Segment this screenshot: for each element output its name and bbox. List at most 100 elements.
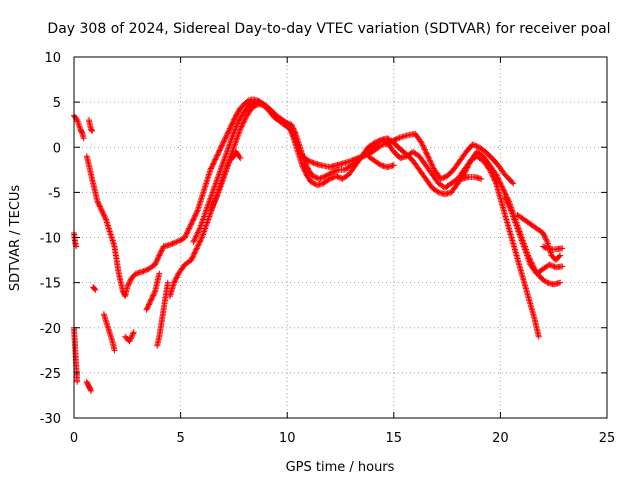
data-point-marker [208, 194, 214, 200]
grid-layer [74, 57, 607, 418]
series-track-f [90, 284, 98, 293]
data-point-marker [202, 210, 208, 216]
data-point-marker [218, 165, 224, 171]
data-point-marker [202, 212, 208, 218]
data-point-marker [231, 143, 237, 149]
chart-root: Day 308 of 2024, Sidereal Day-to-day VTE… [0, 0, 640, 480]
data-point-marker [211, 186, 217, 192]
data-point-marker [220, 161, 226, 167]
x-tick-label: 15 [386, 431, 403, 446]
y-tick-label: -25 [40, 367, 61, 382]
series-track-i [101, 311, 118, 353]
marks-layer [71, 96, 565, 394]
y-tick-label: 0 [53, 141, 61, 156]
data-point-marker [165, 280, 171, 286]
data-point-marker [235, 132, 241, 138]
data-point-marker [221, 156, 227, 162]
series-track-o [365, 153, 397, 170]
data-point-marker [536, 334, 542, 340]
x-axis-label: GPS time / hours [286, 460, 395, 475]
series-track-a [71, 113, 87, 142]
data-point-marker [198, 221, 204, 227]
series-track-m [190, 99, 541, 340]
data-point-marker [234, 135, 240, 141]
x-tick-label: 20 [492, 431, 509, 446]
data-point-marker [215, 173, 221, 179]
data-point-marker [202, 225, 208, 231]
plot-frame [74, 57, 607, 418]
y-tick-label: 5 [53, 96, 61, 111]
data-point-marker [234, 137, 240, 143]
data-point-marker [200, 216, 206, 222]
data-point-marker [204, 221, 210, 227]
data-point-marker [199, 219, 205, 225]
y-tick-label: -10 [40, 232, 61, 247]
data-point-marker [210, 189, 216, 195]
data-point-marker [76, 122, 82, 128]
data-point-marker [209, 191, 215, 197]
data-point-marker [203, 222, 209, 228]
series-track-r [540, 244, 565, 253]
series-track-e [84, 379, 94, 394]
x-tick-label: 25 [599, 431, 616, 446]
data-point-marker [206, 213, 212, 219]
data-point-marker [213, 180, 219, 186]
data-point-marker [224, 149, 230, 155]
x-tick-label: 5 [176, 431, 184, 446]
series-track-c [71, 230, 79, 250]
data-point-marker [74, 379, 80, 385]
data-point-marker [218, 167, 224, 173]
data-point-marker [214, 177, 220, 183]
y-tick-label: 10 [44, 51, 61, 66]
data-point-marker [212, 183, 218, 189]
data-point-marker [226, 144, 232, 150]
data-point-marker [225, 146, 231, 152]
data-point-marker [204, 219, 210, 225]
y-tick-label: -15 [40, 277, 61, 292]
data-point-marker [203, 209, 209, 215]
series-track-d [71, 325, 80, 385]
data-point-marker [235, 134, 241, 140]
data-point-marker [209, 192, 215, 198]
data-point-marker [206, 215, 212, 221]
x-tick-label: 0 [70, 431, 78, 446]
data-point-marker [220, 159, 226, 165]
data-point-marker [213, 179, 219, 185]
data-point-marker [214, 176, 220, 182]
data-point-marker [210, 188, 216, 194]
data-point-marker [232, 140, 238, 146]
data-point-marker [227, 141, 233, 147]
data-point-marker [212, 182, 218, 188]
data-point-marker [112, 347, 118, 353]
data-point-marker [205, 218, 211, 224]
data-point-marker [203, 224, 209, 230]
data-point-marker [207, 212, 213, 218]
data-point-marker [225, 147, 231, 153]
data-point-marker [219, 164, 225, 170]
data-point-marker [201, 213, 207, 219]
chart-title: Day 308 of 2024, Sidereal Day-to-day VTE… [47, 21, 610, 37]
data-point-marker [202, 227, 208, 233]
data-point-marker [205, 216, 211, 222]
data-point-marker [222, 155, 228, 161]
y-axis-label: SDTVAR / TECUs [8, 185, 23, 292]
series-track-b [86, 117, 95, 134]
y-tick-label: -5 [48, 186, 61, 201]
data-point-marker [226, 143, 232, 149]
data-point-marker [223, 152, 229, 158]
data-point-marker [219, 162, 225, 168]
data-point-marker [232, 141, 238, 147]
data-point-marker [221, 158, 227, 164]
data-point-marker [199, 218, 205, 224]
data-point-marker [76, 123, 82, 129]
data-point-marker [223, 150, 229, 156]
data-point-marker [201, 215, 207, 221]
data-point-marker [216, 171, 222, 177]
series-track-g [84, 96, 516, 299]
data-point-marker [215, 174, 221, 180]
y-tick-label: -30 [40, 412, 61, 427]
data-point-marker [236, 131, 242, 137]
ticks-layer: 0 5 10 15 20 25-30-25-20-15-10-50510 [40, 51, 616, 446]
data-point-marker [81, 135, 87, 141]
data-point-marker [227, 140, 233, 146]
